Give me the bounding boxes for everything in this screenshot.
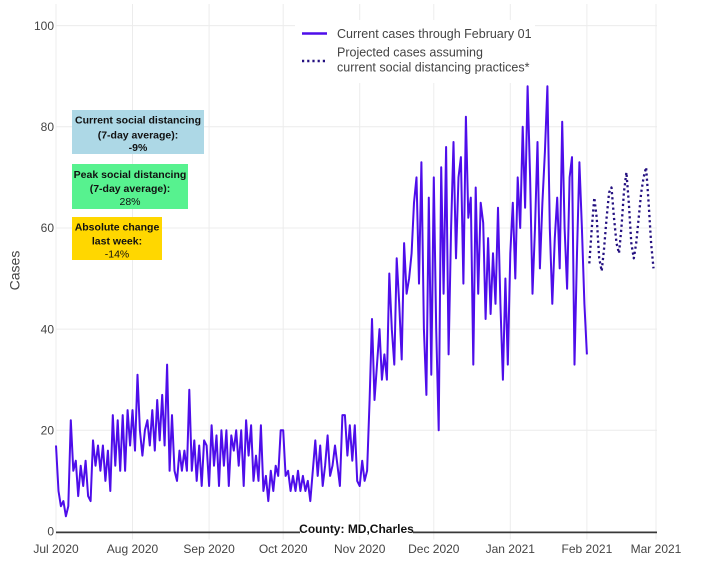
svg-text:(7-day average):: (7-day average): [90, 183, 171, 195]
svg-text:Dec 2020: Dec 2020 [408, 542, 460, 556]
svg-text:Jul 2020: Jul 2020 [33, 542, 79, 556]
svg-text:Mar 2021: Mar 2021 [631, 542, 682, 556]
svg-text:100: 100 [34, 19, 54, 33]
svg-text:Absolute change: Absolute change [75, 222, 160, 234]
svg-text:-14%: -14% [105, 249, 130, 261]
svg-text:Peak social distancing: Peak social distancing [74, 169, 187, 181]
svg-text:28%: 28% [119, 196, 140, 208]
svg-text:80: 80 [41, 120, 55, 134]
svg-text:-9%: -9% [129, 142, 148, 154]
svg-text:Feb 2021: Feb 2021 [562, 542, 613, 556]
svg-text:Current cases through February: Current cases through February 01 [337, 27, 532, 41]
svg-text:Sep 2020: Sep 2020 [183, 542, 235, 556]
svg-text:60: 60 [41, 221, 55, 235]
svg-text:Oct 2020: Oct 2020 [259, 542, 308, 556]
svg-text:Aug 2020: Aug 2020 [107, 542, 159, 556]
svg-text:Nov 2020: Nov 2020 [334, 542, 386, 556]
svg-text:Projected cases assuming: Projected cases assuming [337, 46, 483, 60]
svg-text:current social distancing prac: current social distancing practices* [337, 61, 530, 75]
svg-text:40: 40 [41, 322, 55, 336]
svg-text:Cases: Cases [7, 251, 23, 291]
svg-text:0: 0 [47, 525, 54, 539]
svg-text:(7-day average):: (7-day average): [98, 130, 179, 142]
svg-text:Current social distancing: Current social distancing [75, 115, 201, 127]
svg-text:last week:: last week: [92, 236, 142, 248]
svg-text:County: MD,Charles: County: MD,Charles [299, 522, 414, 536]
svg-text:20: 20 [41, 424, 55, 438]
svg-text:Jan 2021: Jan 2021 [486, 542, 536, 556]
